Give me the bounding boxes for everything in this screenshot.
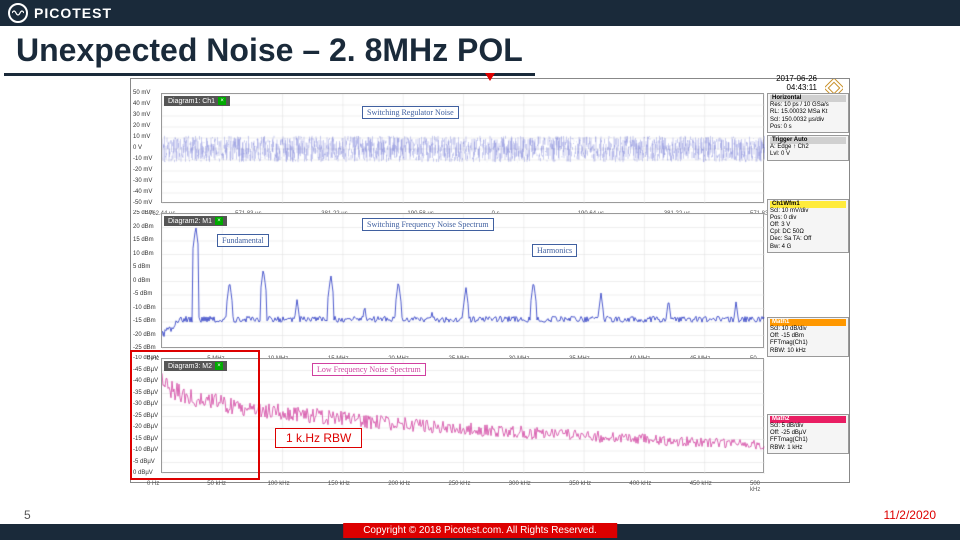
diagram1-tab-label: Diagram1: Ch1 <box>168 98 215 105</box>
close-icon[interactable]: × <box>218 97 226 105</box>
scope-time: 04:43:11 <box>776 84 817 93</box>
diagram2-tab-label: Diagram2: M1 <box>168 218 212 225</box>
footer-date: 11/2/2020 <box>884 508 937 522</box>
annotation-low-freq: Low Frequency Noise Spectrum <box>312 363 426 376</box>
rbw-annotation: 1 k.Hz RBW <box>275 428 362 448</box>
trigger-marker-icon <box>485 73 495 81</box>
annotation-switching-regulator: Switching Regulator Noise <box>362 106 459 119</box>
diagram1-tab[interactable]: Diagram1: Ch1 × <box>164 96 230 106</box>
panel-trigger[interactable]: Trigger Auto A: Edge ↑ Ch2Lvl: 0 V <box>767 135 849 161</box>
footer: 5 Copyright © 2018 Picotest.com. All Rig… <box>0 508 960 540</box>
panel-math1-title: Math1 <box>770 319 846 326</box>
diagram1-y-axis: 50 mV40 mV30 mV20 mV10 mV0 V-10 mV-20 mV… <box>131 93 161 203</box>
scope-right-panel: Horizontal Res: 10 ps / 10 GSa/sRL: 15.0… <box>767 93 849 456</box>
copyright-text: Copyright © 2018 Picotest.com. All Right… <box>343 523 617 538</box>
panel-ch1-title: Ch1Wfm1 <box>770 201 846 208</box>
panel-math2-title: Math2 <box>770 416 846 423</box>
panel-ch1[interactable]: Ch1Wfm1 Scl: 10 mV/divPos: 0 divOff: 3 V… <box>767 199 849 253</box>
annotation-spectrum-title: Switching Frequency Noise Spectrum <box>362 218 494 231</box>
panel-trigger-title: Trigger Auto <box>770 137 846 144</box>
diagram2-spectrum: Diagram2: M1 × Fundamental Switching Fre… <box>161 213 764 348</box>
diagram2-tab[interactable]: Diagram2: M1 × <box>164 216 227 226</box>
brand-name: PICOTEST <box>34 5 112 21</box>
diagram1-time-domain: Diagram1: Ch1 × Switching Regulator Nois… <box>161 93 764 203</box>
panel-horizontal[interactable]: Horizontal Res: 10 ps / 10 GSa/sRL: 15.0… <box>767 93 849 133</box>
highlight-box <box>130 350 260 480</box>
page-number: 5 <box>24 508 31 522</box>
panel-math1[interactable]: Math1 Scl: 10 dB/divOff: -15 dBmFFTmag(C… <box>767 317 849 357</box>
close-icon[interactable]: × <box>215 217 223 225</box>
scope-datetime: 2017-06-26 04:43:11 <box>776 75 817 93</box>
page-title: Unexpected Noise – 2. 8MHz POL <box>4 28 535 76</box>
annotation-fundamental: Fundamental <box>217 234 269 247</box>
panel-horizontal-title: Horizontal <box>770 95 846 102</box>
header-bar: PICOTEST <box>0 0 960 26</box>
diagram2-y-axis: 25 dBm20 dBm15 dBm10 dBm5 dBm0 dBm-5 dBm… <box>131 213 161 348</box>
annotation-harmonics: Harmonics <box>532 244 577 257</box>
panel-math2[interactable]: Math2 Scl: 5 dB/divOff: -25 dBµVFFTmag(C… <box>767 414 849 454</box>
brand-logo-icon <box>8 3 28 23</box>
